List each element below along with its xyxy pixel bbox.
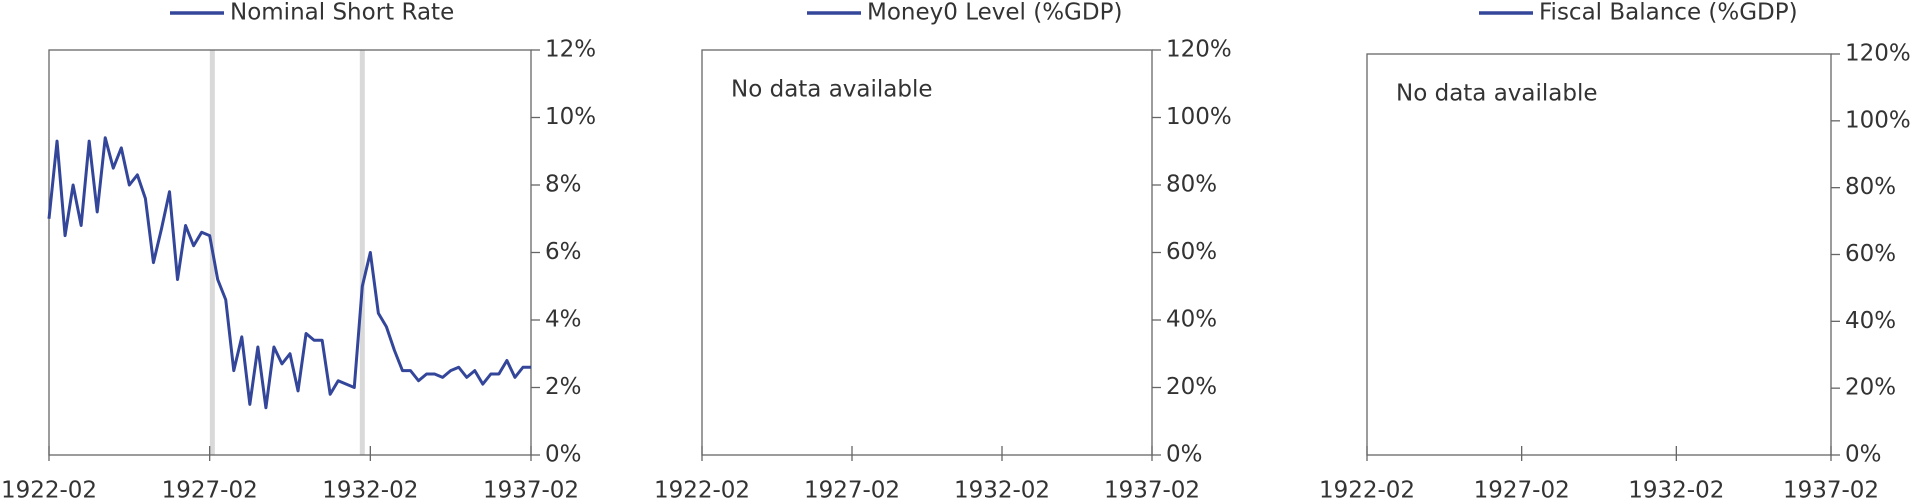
x-tick-label: 1927-02 (1474, 478, 1570, 503)
y-tick-label: 60% (1845, 241, 1896, 267)
y-tick-label: 6% (545, 239, 582, 265)
plot-frame (48, 49, 532, 456)
y-tick-label: 20% (1166, 374, 1217, 400)
x-tick-label: 1932-02 (1628, 478, 1724, 503)
legend-label: Fiscal Balance (%GDP) (1539, 0, 1798, 26)
y-tick-label: 40% (1166, 307, 1217, 333)
annotation: No data available (731, 77, 933, 103)
y-tick-label: 8% (545, 172, 582, 198)
y-tick-label: 0% (1166, 442, 1203, 468)
y-tick-label: 120% (1845, 41, 1911, 67)
y-tick-label: 4% (545, 307, 582, 333)
x-tick-label: 1927-02 (804, 478, 900, 503)
plot-frame (1366, 53, 1832, 456)
y-tick-label: 0% (1845, 442, 1882, 468)
y-tick-label: 2% (545, 374, 582, 400)
x-tick-label: 1922-02 (654, 478, 750, 503)
annotation: No data available (1396, 81, 1598, 107)
x-tick-label: 1927-02 (162, 478, 258, 503)
y-tick-label: 100% (1845, 107, 1911, 133)
legend-label: Money0 Level (%GDP) (867, 0, 1122, 26)
x-tick-label: 1937-02 (1104, 478, 1200, 503)
x-tick-label: 1922-02 (1, 478, 97, 503)
y-tick-label: 40% (1845, 308, 1896, 334)
x-tick-label: 1922-02 (1319, 478, 1415, 503)
y-tick-label: 60% (1166, 239, 1217, 265)
y-tick-label: 120% (1166, 37, 1232, 63)
y-tick-label: 80% (1166, 172, 1217, 198)
x-tick-label: 1937-02 (1783, 478, 1879, 503)
x-tick-label: 1932-02 (322, 478, 418, 503)
x-tick-label: 1932-02 (954, 478, 1050, 503)
y-tick-label: 20% (1845, 375, 1896, 401)
y-tick-label: 12% (545, 37, 596, 63)
data-line (47, 136, 531, 410)
y-tick-label: 80% (1845, 174, 1896, 200)
x-tick-label: 1937-02 (483, 478, 579, 503)
plot-frame (701, 49, 1153, 456)
y-tick-label: 0% (545, 442, 582, 468)
y-tick-label: 100% (1166, 104, 1232, 130)
y-tick-label: 10% (545, 104, 596, 130)
legend-label: Nominal Short Rate (230, 0, 454, 26)
